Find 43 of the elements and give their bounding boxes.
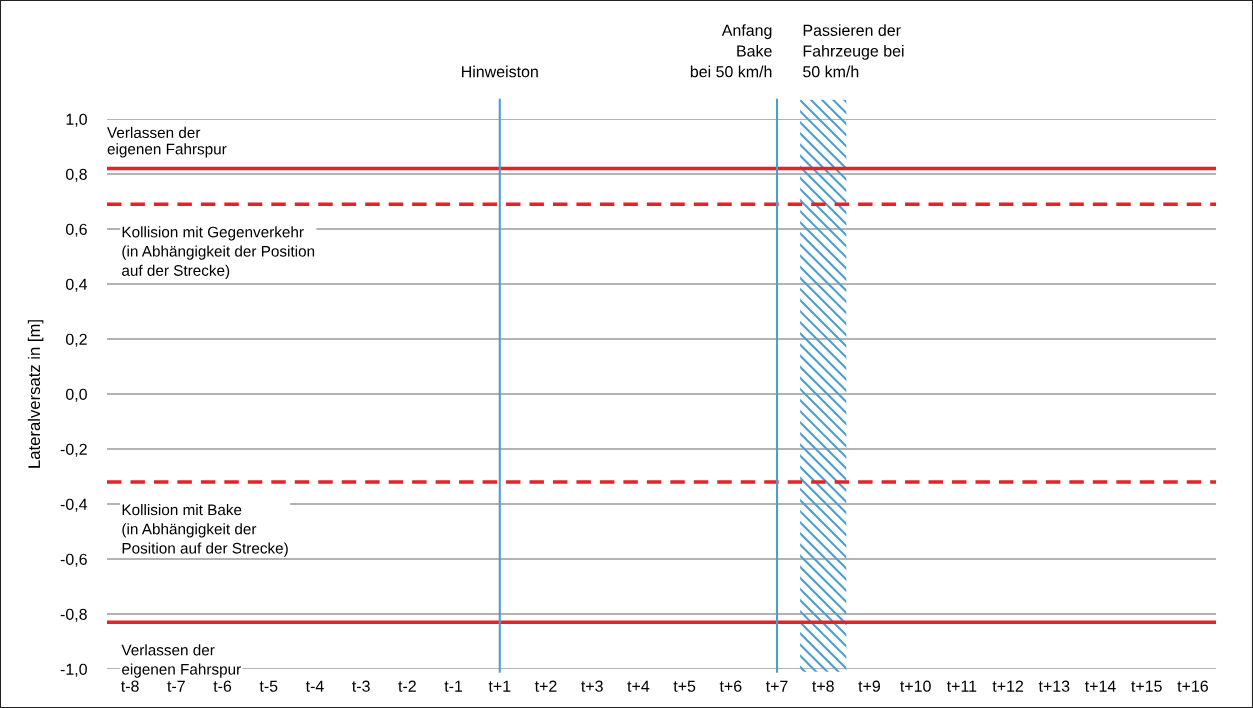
y-tick-label: -1,0: [60, 663, 87, 677]
x-tick-label: t+12: [992, 680, 1024, 692]
x-tick-label: t+4: [627, 680, 650, 692]
x-tick-label: t-5: [259, 680, 278, 692]
ref-line-label: Verlassen der eigenen Fahrspur: [121, 644, 241, 678]
y-axis-title: Lateralversatz in [m]: [27, 320, 44, 468]
ref-line-label: Verlassen der eigenen Fahrspur: [107, 126, 227, 158]
x-tick-label: t+8: [812, 680, 834, 692]
x-tick-label: t-7: [167, 680, 185, 692]
x-tick-label: t+9: [858, 680, 880, 692]
x-tick-label: t+5: [673, 680, 696, 692]
x-tick-label: t+1: [488, 680, 511, 692]
x-tick-label: t-6: [213, 680, 232, 692]
ref-line-label: Anfang Bake bei 50 km/h: [690, 24, 772, 78]
y-tick-label: -0,8: [60, 608, 87, 622]
ref-line-label: Kollision mit Bake (in Abhängigkeit der Position auf der Strecke): [122, 504, 288, 557]
y-tick-label: 0,8: [65, 168, 87, 182]
y-tick-label: 1,0: [66, 113, 87, 127]
x-tick-label: t+7: [765, 680, 788, 692]
y-tick-label: -0,6: [60, 553, 87, 567]
x-tick-label: t-1: [444, 680, 463, 692]
y-tick-label: -0,2: [60, 443, 87, 457]
x-tick-label: t+15: [1131, 680, 1162, 692]
x-tick-label: t+10: [900, 680, 931, 692]
x-tick-label: t+6: [719, 680, 742, 692]
band-label: Passieren der Fahrzeuge bei 50 km/h: [803, 24, 904, 78]
ref-line-label: Hinweiston: [462, 65, 538, 78]
x-tick-label: t+3: [581, 680, 603, 692]
x-tick-label: t+16: [1177, 680, 1208, 692]
x-tick-label: t-8: [121, 680, 139, 692]
x-tick-label: t+11: [946, 680, 977, 692]
x-tick-label: t+13: [1038, 680, 1070, 692]
x-tick-label: t-2: [398, 680, 416, 692]
y-tick-label: 0,2: [65, 333, 87, 347]
x-tick-label: t-3: [352, 680, 370, 692]
y-tick-label: 0,4: [65, 278, 88, 292]
x-tick-label: t+14: [1084, 680, 1116, 692]
x-tick-label: t+2: [534, 680, 557, 692]
y-tick-label: 0,0: [65, 388, 87, 402]
y-tick-label: 0,6: [65, 223, 87, 237]
y-tick-label: -0,4: [60, 498, 88, 512]
x-tick-label: t-4: [305, 680, 324, 692]
ref-line-label: Kollision mit Gegenverkehr (in Abhängigkeit der Position auf der Strecke): [122, 226, 315, 279]
